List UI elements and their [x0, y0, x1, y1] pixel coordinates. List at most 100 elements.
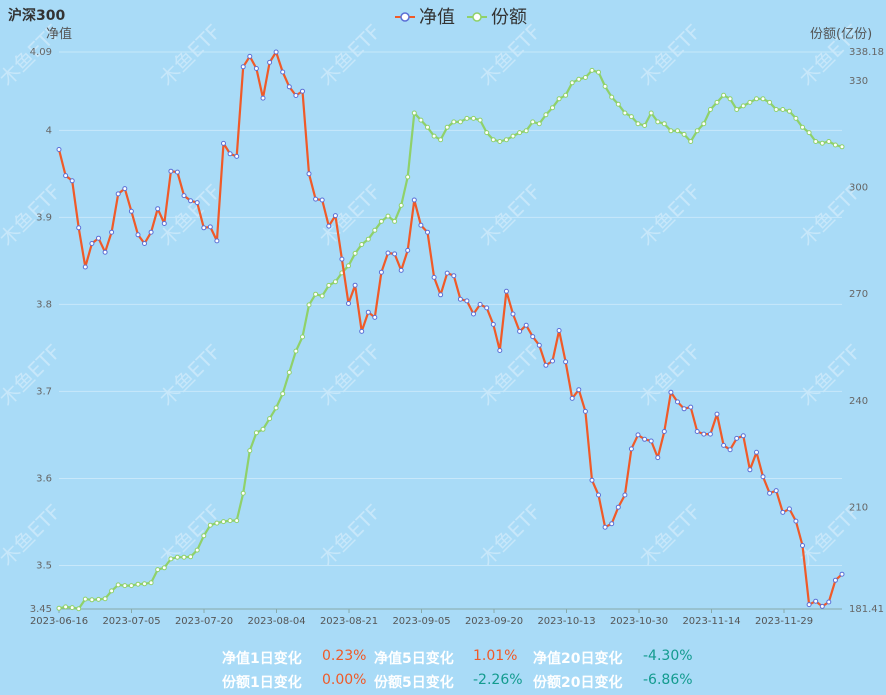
- nav-series-point: [69, 178, 75, 184]
- shares-series-point: [714, 99, 720, 105]
- nav-series-point: [227, 151, 233, 157]
- nav-series-point: [365, 309, 371, 315]
- shares-series-point: [418, 117, 424, 123]
- shares-series-point: [747, 99, 753, 105]
- shares-series-point: [503, 137, 509, 143]
- shares-series-point: [550, 105, 555, 111]
- y-right-tick-label: 181.41: [849, 604, 884, 615]
- shares-series-point: [464, 115, 470, 121]
- nav-series-point: [155, 206, 161, 212]
- shares-series-point: [96, 596, 101, 602]
- nav-series-point: [563, 359, 569, 365]
- nav-series-point: [168, 168, 174, 174]
- y-right-tick-label: 270: [849, 289, 868, 300]
- y-left-tick-label: 3.7: [36, 386, 52, 397]
- shares-series-point: [359, 242, 365, 247]
- nav-series-point: [451, 273, 457, 279]
- x-tick-label: 2023-06-16: [30, 616, 88, 627]
- stat-value: -2.26%: [473, 672, 523, 688]
- nav-series-point: [82, 264, 88, 270]
- nav-series-point: [503, 288, 509, 294]
- nav-series-point: [444, 270, 450, 276]
- legend-item-shares[interactable]: 份额: [467, 7, 527, 28]
- nav-series-point: [688, 404, 694, 410]
- shares-series-point: [56, 605, 62, 611]
- shares-series-point: [471, 115, 476, 121]
- x-tick-label: 2023-09-20: [465, 616, 523, 627]
- shares-series-point: [536, 121, 542, 127]
- nav-series-point: [497, 348, 503, 353]
- legend-label-nav: 净值: [419, 7, 455, 28]
- watermark-text: 木鱼ETF: [155, 20, 226, 91]
- stat-label: 净值1日变化: [222, 651, 302, 667]
- watermark-text: 木鱼ETF: [635, 20, 706, 91]
- nav-series-point: [813, 598, 819, 604]
- shares-series-point: [385, 213, 391, 219]
- nav-series-point: [747, 467, 753, 473]
- nav-series-point: [510, 311, 516, 317]
- nav-series-point: [411, 197, 417, 203]
- shares-series-point: [563, 92, 569, 98]
- x-tick-label: 2023-07-20: [175, 616, 233, 627]
- shares-series-point: [596, 69, 601, 75]
- nav-series-point: [273, 49, 279, 55]
- shares-series-point: [635, 121, 641, 127]
- shares-series-point: [517, 130, 523, 136]
- nav-series-point: [96, 235, 101, 241]
- shares-series-point: [372, 227, 378, 233]
- shares-series-point: [76, 606, 82, 612]
- shares-series-point: [707, 107, 713, 112]
- nav-series-point: [628, 446, 634, 452]
- nav-series-point: [589, 477, 595, 483]
- watermark-text: 木鱼ETF: [0, 340, 66, 411]
- nav-series-point: [280, 69, 286, 75]
- nav-series-point: [457, 296, 463, 302]
- shares-series-point: [615, 101, 621, 107]
- shares-series-point: [661, 121, 667, 127]
- watermark-text: 木鱼ETF: [315, 340, 386, 411]
- shares-series-point: [405, 174, 411, 180]
- shares-series-point: [721, 92, 727, 98]
- nav-series-point: [247, 53, 253, 59]
- nav-series-point: [793, 518, 799, 524]
- nav-series-point: [135, 232, 141, 238]
- x-tick-label: 2023-11-14: [682, 616, 740, 627]
- shares-series-point: [398, 202, 404, 208]
- x-tick-label: 2023-10-30: [610, 616, 668, 627]
- nav-series-point: [668, 389, 674, 395]
- nav-series-point: [201, 225, 207, 231]
- y-axis-right-label: 份额(亿份): [810, 27, 872, 42]
- nav-series-point: [115, 191, 121, 197]
- shares-series-point: [734, 107, 740, 112]
- legend[interactable]: 净值 份额: [395, 7, 527, 28]
- watermark-text: 木鱼ETF: [315, 500, 386, 571]
- nav-series-point: [675, 399, 680, 405]
- shares-series-point: [431, 133, 437, 139]
- shares-series-point: [326, 282, 332, 288]
- nav-series-point: [260, 95, 266, 101]
- watermark-text: 木鱼ETF: [0, 180, 66, 251]
- legend-item-nav[interactable]: 净值: [395, 7, 455, 28]
- nav-series-point: [727, 447, 733, 453]
- nav-series-point: [622, 492, 628, 498]
- nav-series-point: [306, 171, 312, 177]
- nav-series-point: [194, 200, 200, 206]
- stat-label: 份额1日变化: [222, 675, 302, 691]
- shares-series-point: [655, 119, 661, 125]
- shares-series-point: [227, 518, 233, 524]
- stat-label: 份额5日变化: [374, 675, 454, 691]
- nav-series-point: [550, 358, 555, 364]
- shares-series-point: [392, 218, 398, 224]
- shares-series-point: [234, 518, 240, 524]
- nav-series-point: [694, 429, 700, 434]
- nav-series-point: [786, 506, 792, 512]
- gridlines: [59, 51, 842, 610]
- shares-series-point: [313, 291, 319, 297]
- nav-series-point: [346, 301, 351, 306]
- nav-series-point: [760, 474, 766, 480]
- shares-series-point: [530, 119, 536, 125]
- watermark-text: 木鱼ETF: [155, 340, 226, 411]
- y-left-tick-label: 3.8: [36, 299, 52, 310]
- nav-series-point: [56, 147, 62, 152]
- shares-series-point: [280, 391, 286, 397]
